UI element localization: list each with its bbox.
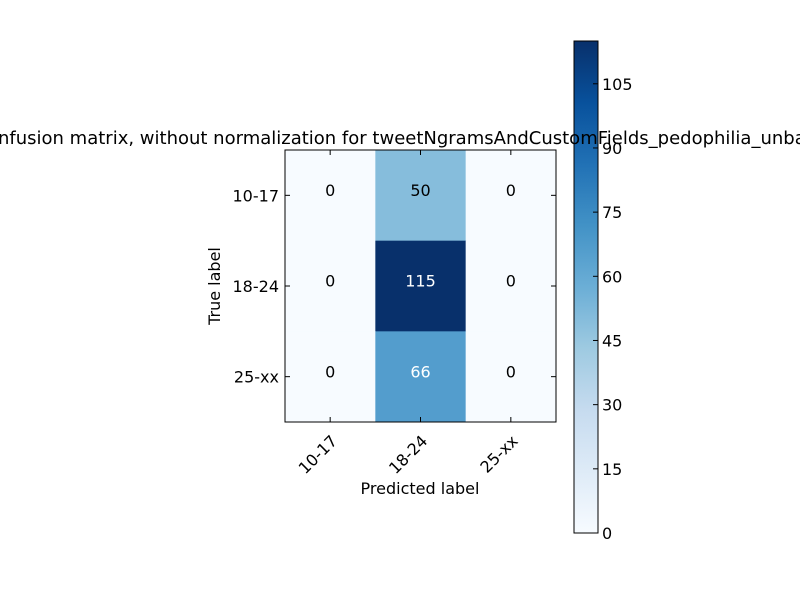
cell-value-labels: 0 50 0 0 115 0 0 66 0 xyxy=(325,181,516,381)
colorbar-tick-label: 60 xyxy=(602,267,622,286)
y-tick-label: 10-17 xyxy=(233,186,280,205)
colorbar-tick-label: 30 xyxy=(602,396,622,415)
heatmap-cell xyxy=(285,240,376,332)
colorbar-tick-label: 90 xyxy=(602,139,622,158)
cell-value-label: 0 xyxy=(506,362,516,381)
heatmap-cell xyxy=(465,331,557,423)
cell-value-label: 0 xyxy=(325,272,335,291)
x-axis-label: Predicted label xyxy=(361,479,480,498)
y-tick-labels: 10-17 18-24 25-xx xyxy=(233,186,280,386)
y-axis-label: True label xyxy=(205,247,224,326)
colorbar xyxy=(573,40,599,534)
heatmap-cell xyxy=(375,331,467,423)
cell-value-label: 0 xyxy=(325,362,335,381)
heatmap-cells xyxy=(285,150,557,423)
colorbar-ticks: 0 15 30 45 60 75 90 105 xyxy=(593,75,633,543)
heatmap-cell xyxy=(285,150,376,242)
heatmap-cell xyxy=(285,331,376,423)
axis-ticks xyxy=(285,150,556,422)
cell-value-label: 0 xyxy=(325,181,335,200)
cell-value-label: 0 xyxy=(506,181,516,200)
cell-value-label: 0 xyxy=(506,272,516,291)
heatmap-cell xyxy=(465,240,557,332)
cell-value-label: 66 xyxy=(410,362,430,381)
colorbar-tick-label: 0 xyxy=(602,524,612,543)
heatmap-cell xyxy=(375,150,467,242)
heatmap-cell xyxy=(375,240,467,332)
heatmap-cell xyxy=(465,150,557,242)
colorbar-tick-label: 15 xyxy=(602,460,622,479)
colorbar-tick-label: 105 xyxy=(602,75,633,94)
cell-value-label: 115 xyxy=(405,272,436,291)
y-tick-label: 18-24 xyxy=(233,277,280,296)
colorbar-tick-label: 75 xyxy=(602,203,622,222)
y-tick-label: 25-xx xyxy=(234,368,279,387)
colorbar-tick-label: 45 xyxy=(602,331,622,350)
chart-title: Confusion matrix, without normalization … xyxy=(0,128,800,149)
cell-value-label: 50 xyxy=(410,181,430,200)
